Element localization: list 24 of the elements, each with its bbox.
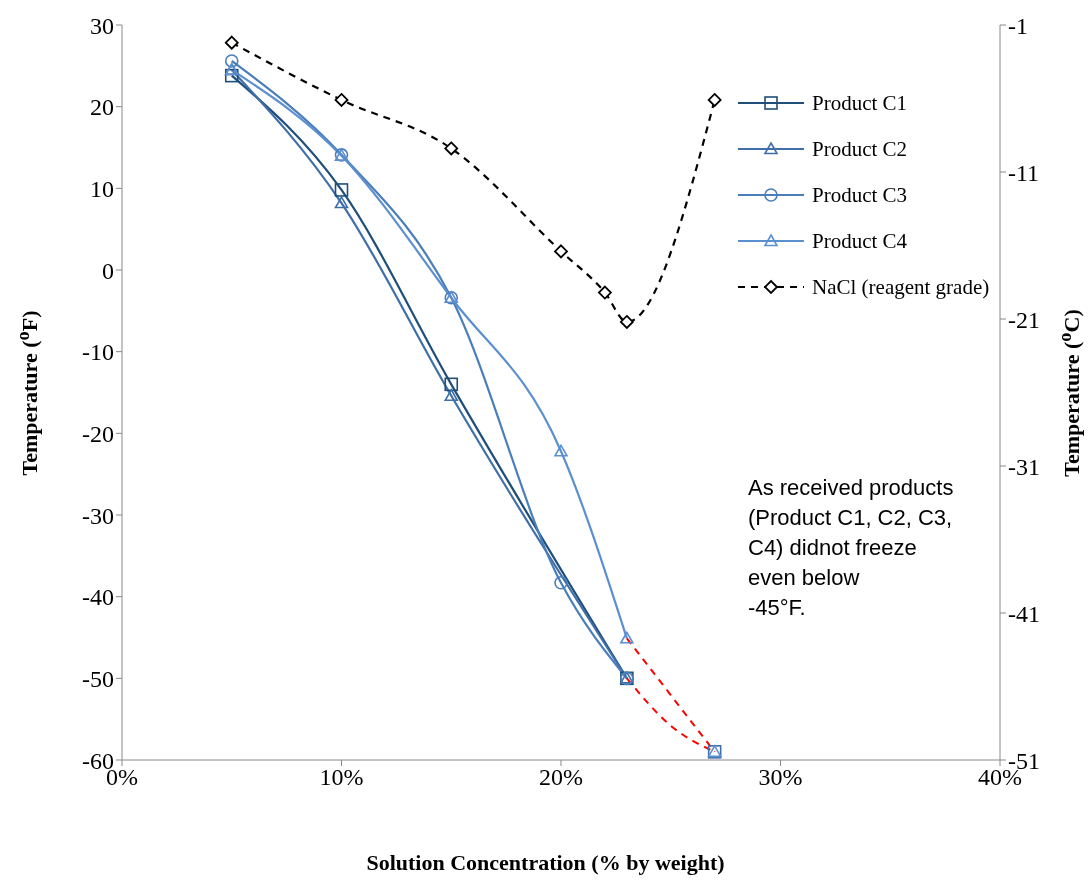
y2-tick-label: -21 — [1008, 306, 1040, 333]
x-tick-label: 10% — [319, 764, 364, 791]
y-tick-label: 30 — [90, 12, 114, 39]
y-tick-label: -40 — [82, 584, 114, 611]
x-tick-label: 30% — [758, 764, 803, 791]
y2-tick-label: -41 — [1008, 600, 1040, 627]
x-axis-title: Solution Concentration (% by weight) — [365, 850, 726, 876]
y-tick-label: 20 — [90, 94, 114, 121]
y-tick-label: -50 — [82, 665, 114, 692]
y2-tick-label: -31 — [1008, 453, 1040, 480]
y-tick-label: -10 — [82, 339, 114, 366]
annotation: As received products (Product C1, C2, C3, C4) didnot freeze even below -45°F. — [748, 474, 955, 622]
y-tick-label: -20 — [82, 420, 114, 447]
legend-label: Product C4 — [812, 228, 908, 254]
legend-label: Product C2 — [812, 136, 908, 162]
y-tick-label: 10 — [90, 175, 114, 202]
legend-label: Product C1 — [812, 90, 908, 116]
y-tick-label: 0 — [102, 257, 114, 284]
legend-label: Product C3 — [812, 182, 908, 208]
y2-tick-label: -11 — [1008, 159, 1040, 186]
x-tick-label: 20% — [539, 764, 583, 791]
legend-label: NaCl (reagent grade) — [812, 274, 990, 300]
y-tick-label: -30 — [82, 502, 114, 529]
y2-tick-label: -1 — [1008, 12, 1028, 39]
